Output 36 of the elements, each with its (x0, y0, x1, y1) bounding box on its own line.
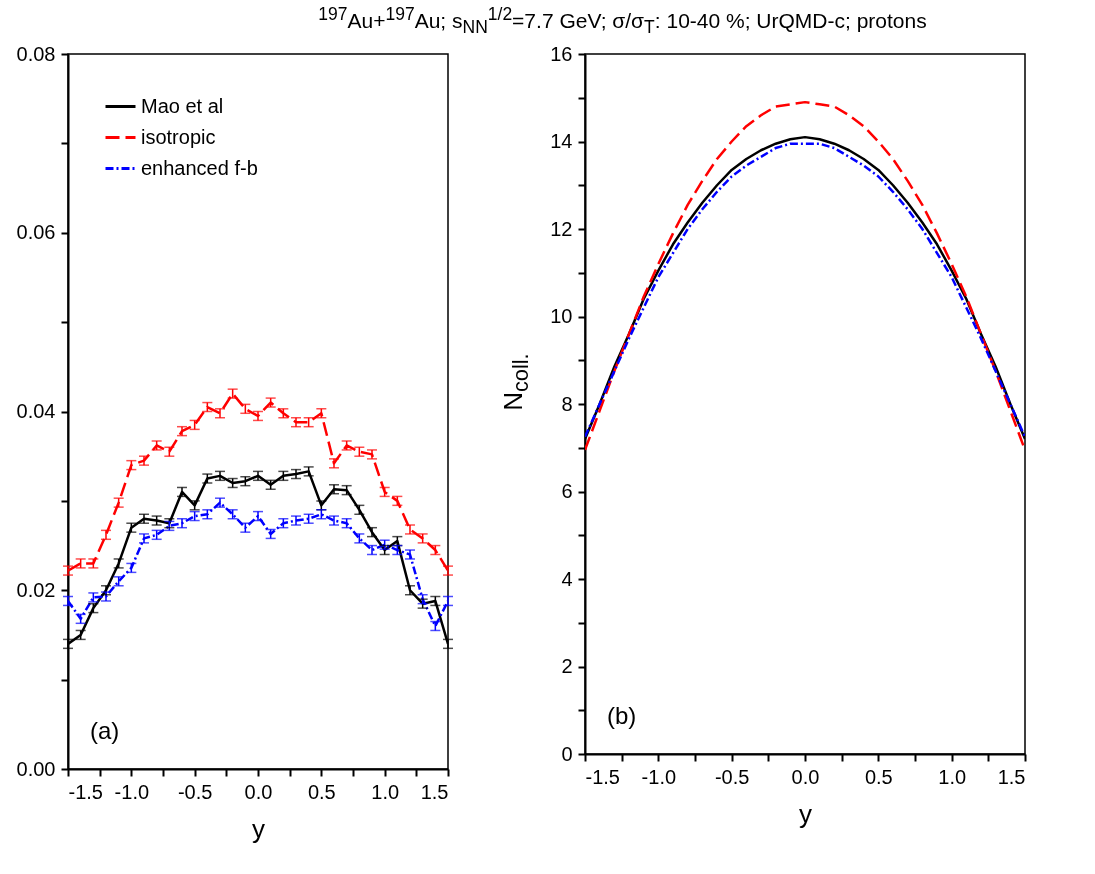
y-tick-label: 14 (550, 130, 573, 152)
x-tick-label: 1.5 (997, 765, 1026, 788)
y-tick-label: 8 (561, 392, 573, 415)
y-tick-label: 0.00 (16, 757, 56, 780)
y-tick-label: 4 (561, 567, 573, 590)
y-tick-label: 16 (550, 42, 573, 65)
y-tick-label: 0.02 (16, 578, 56, 601)
y-tick-label: 12 (550, 217, 573, 240)
x-tick-label: -1.5 (585, 765, 620, 788)
x-axis-title: y (799, 798, 812, 829)
chart-title: $^{197}$Au+$^{197}$Au; s$_{NN}$$^{1/2}$=7.7 GeV; σ/σ$_{T}$: 10-40 %; UrQMD-c; protons (318, 4, 927, 38)
x-tick-label: -0.5 (177, 780, 213, 803)
x-tick-label: -1.0 (641, 765, 677, 788)
x-tick-label: 1.5 (420, 780, 449, 803)
y-tick-label: 0 (561, 742, 573, 765)
annotation: (b) (607, 702, 637, 729)
x-tick-label: 1.0 (371, 780, 400, 803)
y-tick-label: 2 (561, 655, 573, 677)
x-tick-label: 1.0 (938, 765, 967, 788)
legend-label: Mao et al (141, 94, 224, 117)
y-tick-label: 0.06 (16, 221, 56, 244)
y-tick-label: 0.08 (16, 42, 56, 65)
x-axis-title: y (252, 813, 265, 844)
x-tick-label: -1.0 (114, 780, 150, 803)
y-tick-label: 10 (550, 305, 573, 327)
y-tick-label: 6 (561, 480, 573, 502)
x-tick-label: 0.5 (307, 780, 336, 803)
x-tick-label: 0.0 (244, 780, 273, 803)
annotation: (a) (90, 717, 120, 744)
x-tick-label: -1.5 (68, 780, 103, 803)
y-tick-label: 0.04 (16, 400, 56, 422)
legend-label: enhanced f-b (141, 156, 258, 179)
legend-label: isotropic (141, 125, 216, 148)
x-tick-label: 0.5 (864, 765, 893, 788)
x-tick-label: -0.5 (714, 765, 750, 788)
x-tick-label: 0.0 (791, 765, 820, 788)
